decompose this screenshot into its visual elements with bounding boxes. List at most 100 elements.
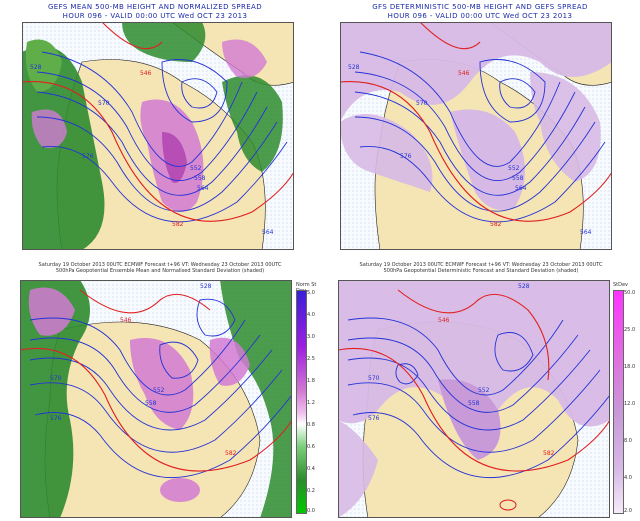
- panel1-map: 546 552 558 564 576 582 570 528 564: [22, 22, 294, 250]
- panel1-title-line1: GEFS MEAN 500-MB HEIGHT AND NORMALIZED S…: [47, 3, 263, 11]
- contour-label: 582: [543, 450, 555, 457]
- spread-east-green: [222, 75, 283, 172]
- panel4-title-line2: 500hPa Geopotential Deterministic Foreca…: [383, 268, 579, 274]
- contour-label: 570: [416, 100, 428, 107]
- spread-west-lavender: [340, 114, 433, 192]
- panel3-title-line1: Saturday 19 October 2013 00UTC ECMWF For…: [38, 262, 282, 268]
- red-contour-582: [338, 347, 610, 472]
- colorbar-label: 18.0: [624, 364, 636, 370]
- red-contour-582: [340, 81, 612, 222]
- contour-label: 558: [194, 175, 206, 182]
- red-contour-582: [20, 347, 292, 472]
- contour-label: 570: [50, 375, 62, 382]
- contour-label: 564: [262, 229, 274, 236]
- red-contour-546: [101, 22, 163, 50]
- panel4-title: Saturday 19 October 2013 00UTC ECMWF For…: [322, 262, 640, 274]
- panel2-title-line1: GFS DETERMINISTIC 500-MB HEIGHT AND GEFS…: [372, 3, 588, 11]
- contour-label: 576: [400, 153, 412, 160]
- spread-east-green: [220, 280, 292, 518]
- panel1-title-line2: HOUR 096 - VALID 00:00 UTC Wed OCT 23 20…: [62, 12, 248, 20]
- contour-label: 582: [172, 221, 184, 228]
- colorbar-label: 12.0: [624, 401, 636, 407]
- contour-label: 528: [348, 64, 360, 71]
- contour-label: 528: [200, 283, 212, 290]
- spread-west-green: [20, 280, 90, 518]
- contour-label: 576: [82, 153, 94, 160]
- red-contour-582: [22, 81, 294, 222]
- contour-label: 546: [140, 70, 152, 77]
- contour-label: 558: [468, 400, 480, 407]
- panel4-map: 546 552 558 570 576 582 528: [338, 280, 610, 518]
- panel2-title-line2: HOUR 096 - VALID 00:00 UTC Wed OCT 23 20…: [387, 12, 573, 20]
- contour-label: 552: [190, 165, 202, 172]
- panel3-frame: [20, 280, 292, 518]
- panel2-title: GFS DETERMINISTIC 500-MB HEIGHT AND GEFS…: [320, 3, 640, 21]
- colorbar-label: 4.0: [307, 312, 315, 318]
- spread-core-magenta: [162, 132, 187, 183]
- spread-nw-magenta: [28, 287, 75, 336]
- panel3-title: Saturday 19 October 2013 00UTC ECMWF For…: [5, 262, 315, 274]
- colorbar-swatches: [296, 290, 307, 514]
- red-contour-546: [397, 289, 550, 381]
- colorbar-label: 1.8: [307, 378, 315, 384]
- contour-label: 558: [512, 175, 524, 182]
- colorbar-swatches: [613, 290, 624, 514]
- panel3-colorbar: Norm St Dev 5.0 4.0 3.0 2.5 1.8 1.2 0.8 …: [296, 282, 320, 518]
- colorbar-label: 0.4: [307, 466, 315, 472]
- colorbar-label: 0.8: [307, 422, 315, 428]
- contour-label: 528: [518, 283, 530, 290]
- spread-ne-magenta: [222, 39, 267, 78]
- panel2-frame: [340, 22, 612, 250]
- colorbar-label: 5.0: [307, 290, 315, 296]
- colorbar-label: 25.0: [624, 327, 636, 333]
- spread-gulf-magenta: [160, 478, 200, 502]
- panel4-colorbar: StDev 50.0 25.0 18.0 12.0 8.0 4.0 2.0: [613, 282, 640, 518]
- spread-north-lavender: [340, 22, 612, 122]
- colorbar-label: 3.0: [307, 334, 315, 340]
- panel1-title: GEFS MEAN 500-MB HEIGHT AND NORMALIZED S…: [0, 3, 310, 21]
- spread-central-lavender: [438, 379, 501, 460]
- panel2-map: 546 552 558 564 576 582 570 528 564: [340, 22, 612, 250]
- colorbar-label: 2.0: [624, 508, 632, 514]
- contour-label: 564: [515, 185, 527, 192]
- contour-label: 576: [368, 415, 380, 422]
- contour-label: 546: [120, 317, 132, 324]
- contour-label: 552: [508, 165, 520, 172]
- panel1-frame: [22, 22, 294, 250]
- panel3-title-line2: 500hPa Geopotential Ensemble Mean and No…: [55, 268, 265, 274]
- spread-west-green: [22, 46, 105, 250]
- red-contour-546: [419, 22, 481, 50]
- spread-ne-magenta: [209, 337, 250, 386]
- red-closed-contour: [499, 499, 517, 511]
- height-contours: [29, 298, 292, 479]
- contour-label: 552: [153, 387, 165, 394]
- contour-label: 552: [478, 387, 490, 394]
- panel3-svg: 546 552 558 570 576 582 528: [20, 280, 292, 518]
- contour-label: 546: [458, 70, 470, 77]
- colorbar-label: 2.5: [307, 356, 315, 362]
- spread-central-lavender: [450, 109, 525, 210]
- spread-central-magenta: [130, 338, 194, 430]
- panel4-title-line1: Saturday 19 October 2013 00UTC ECMWF For…: [359, 262, 603, 268]
- height-contours: [354, 51, 606, 223]
- colorbar-label: 50.0: [624, 290, 636, 296]
- spread-east-lavender: [530, 72, 601, 182]
- contour-label: 570: [368, 375, 380, 382]
- red-contour-546: [79, 289, 211, 314]
- spread-north-green: [122, 22, 206, 62]
- panel4-svg: 546 552 558 570 576 582 528: [338, 280, 610, 518]
- contour-label: 564: [197, 185, 209, 192]
- colorbar-label: 8.0: [624, 438, 632, 444]
- colorbar-label: 4.0: [624, 475, 632, 481]
- panel3-map: 546 552 558 570 576 582 528: [20, 280, 292, 518]
- contour-label: 582: [225, 450, 237, 457]
- colorbar-title: StDev: [613, 282, 629, 288]
- spread-north-lavender: [338, 280, 610, 427]
- contour-label: 558: [145, 400, 157, 407]
- contour-label: 570: [98, 100, 110, 107]
- contour-label: 528: [30, 64, 42, 71]
- contour-label: 582: [490, 221, 502, 228]
- spread-green-light: [25, 39, 62, 92]
- panel4-frame: [338, 280, 610, 518]
- colorbar-label: 1.2: [307, 400, 315, 406]
